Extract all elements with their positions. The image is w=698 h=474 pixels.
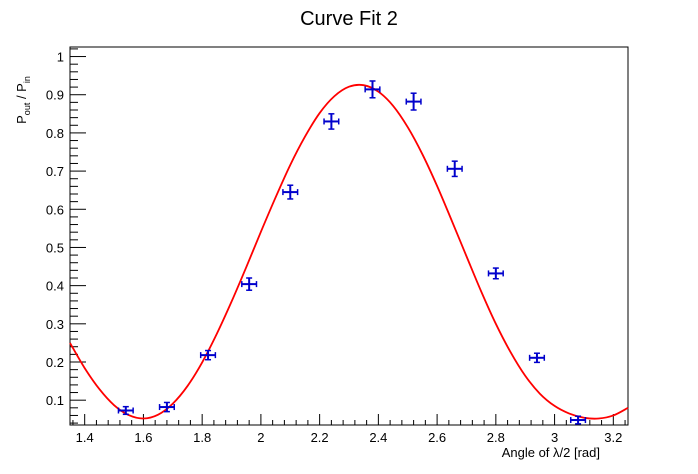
y-label-sub-in: in xyxy=(22,76,32,83)
x-tick-label: 2.2 xyxy=(311,430,329,445)
y-tick-label: 0.9 xyxy=(46,88,64,103)
y-tick-label: 0.7 xyxy=(46,164,64,179)
chart-title: Curve Fit 2 xyxy=(300,8,398,30)
x-tick-label: 1.6 xyxy=(134,430,152,445)
x-tick-label: 2 xyxy=(257,430,264,445)
x-axis-label: Angle of λ/2 [rad] xyxy=(502,445,600,460)
y-tick-label: 0.8 xyxy=(46,126,64,141)
y-axis-tick-labels: 0.1 0.2 0.3 0.4 0.5 0.6 0.7 0.8 0.9 1 xyxy=(46,50,64,409)
y-tick-label: 1 xyxy=(57,50,64,65)
fit-curve xyxy=(69,83,629,420)
x-tick-label: 1.8 xyxy=(193,430,211,445)
y-tick-label: 0.4 xyxy=(46,279,64,294)
x-axis-tick-labels: 1.4 1.6 1.8 2 2.2 2.4 2.6 2.8 3 3.2 xyxy=(76,430,623,445)
y-tick-label: 0.6 xyxy=(46,202,64,217)
x-tick-label: 1.4 xyxy=(76,430,94,445)
y-axis-label: Pout / Pin xyxy=(14,76,32,124)
y-tick-label: 0.2 xyxy=(46,355,64,370)
y-tick-label: 0.1 xyxy=(46,393,64,408)
data-point xyxy=(528,352,546,364)
y-tick-label: 0.5 xyxy=(46,240,64,255)
y-tick-label: 0.3 xyxy=(46,317,64,332)
fit-curve-layer xyxy=(69,83,629,420)
data-point xyxy=(569,415,587,425)
x-tick-label: 3 xyxy=(551,430,558,445)
data-point xyxy=(487,267,504,280)
y-label-sub-out: out xyxy=(22,102,32,115)
data-point xyxy=(282,184,299,200)
data-point xyxy=(323,113,340,130)
data-point xyxy=(364,80,381,99)
y-axis-ticks xyxy=(70,48,86,424)
data-point xyxy=(158,401,176,413)
data-point xyxy=(199,349,217,361)
y-label-p1: P xyxy=(14,115,29,124)
x-tick-label: 2.8 xyxy=(487,430,505,445)
data-point xyxy=(241,277,258,291)
data-point xyxy=(405,92,422,111)
x-tick-label: 3.2 xyxy=(604,430,622,445)
x-tick-label: 2.6 xyxy=(428,430,446,445)
plot-frame xyxy=(69,46,629,426)
x-tick-label: 2.4 xyxy=(369,430,387,445)
data-points-layer xyxy=(117,80,587,425)
data-point xyxy=(117,405,134,416)
y-label-sep: / P xyxy=(14,83,29,103)
plot-border xyxy=(69,46,629,426)
data-point xyxy=(446,160,463,178)
